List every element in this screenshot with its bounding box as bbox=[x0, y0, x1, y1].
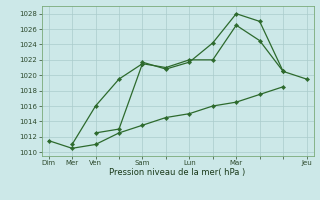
X-axis label: Pression niveau de la mer( hPa ): Pression niveau de la mer( hPa ) bbox=[109, 168, 246, 177]
